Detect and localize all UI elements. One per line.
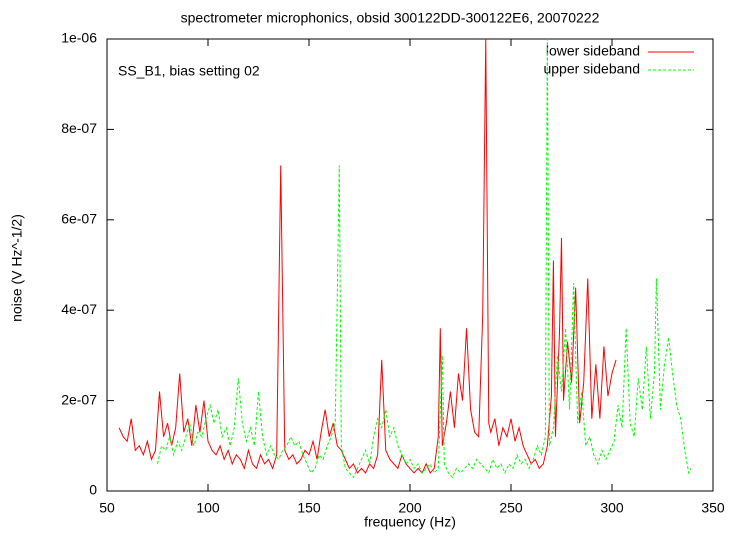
- x-tick-label: 150: [297, 500, 321, 516]
- chart-title: spectrometer microphonics, obsid 300122D…: [181, 10, 600, 26]
- x-tick-label: 100: [196, 500, 220, 516]
- y-tick-label: 0: [89, 482, 97, 498]
- y-tick-label: 8e-07: [61, 120, 97, 136]
- x-axis-label: frequency (Hz): [364, 514, 456, 530]
- series-line: [118, 38, 617, 474]
- y-axis-label: noise (V Hz^-1/2): [9, 214, 25, 322]
- legend-label: lower sideband: [546, 43, 640, 59]
- series-line: [157, 38, 692, 479]
- y-tick-label: 6e-07: [61, 211, 97, 227]
- x-tick-label: 350: [701, 500, 725, 516]
- annotation: SS_B1, bias setting 02: [118, 63, 260, 79]
- x-tick-label: 200: [398, 500, 422, 516]
- y-tick-label: 1e-06: [61, 30, 97, 46]
- legend-label: upper sideband: [543, 61, 640, 77]
- x-tick-label: 50: [99, 500, 115, 516]
- plot-frame: [106, 38, 714, 492]
- x-tick-label: 250: [499, 500, 523, 516]
- y-tick-label: 4e-07: [61, 301, 97, 317]
- x-tick-label: 300: [600, 500, 624, 516]
- y-tick-label: 2e-07: [61, 391, 97, 407]
